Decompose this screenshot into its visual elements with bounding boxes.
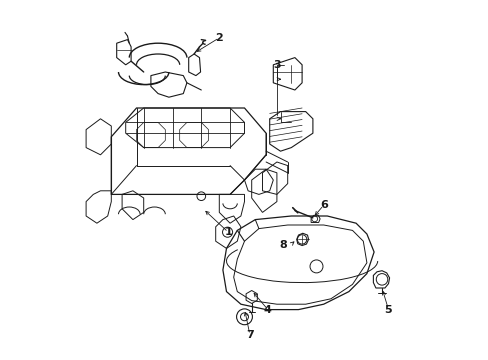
Text: 2: 2 <box>215 33 223 43</box>
Text: 7: 7 <box>245 330 253 340</box>
Text: 5: 5 <box>384 305 391 315</box>
Text: 3: 3 <box>272 60 280 70</box>
Text: 4: 4 <box>264 305 271 315</box>
Text: 6: 6 <box>319 200 327 210</box>
Text: 1: 1 <box>224 227 232 237</box>
Text: 8: 8 <box>279 240 286 250</box>
